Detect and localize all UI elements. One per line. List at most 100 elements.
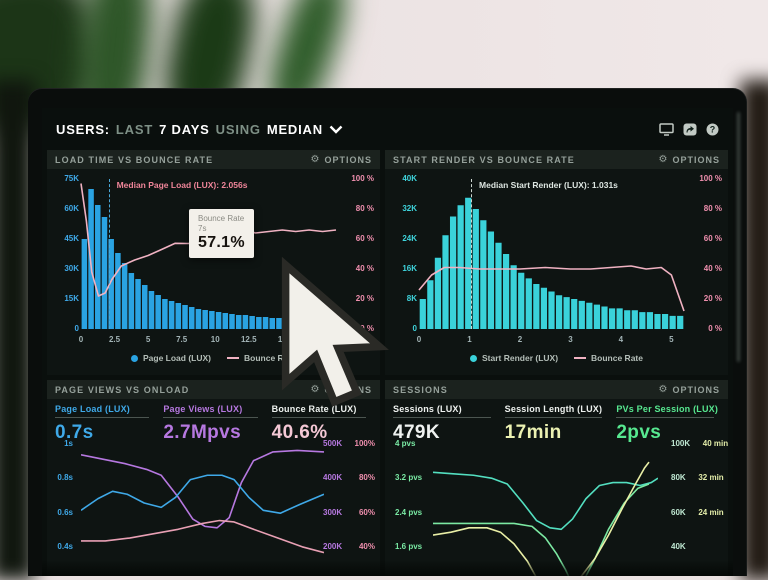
bar — [229, 314, 235, 329]
legend-marker — [131, 354, 138, 362]
bar — [586, 302, 593, 329]
share-icon[interactable] — [683, 123, 697, 136]
panel-grid: LOAD TIME VS BOUNCE RATE ⚙ OPTIONS 75K 60… — [47, 150, 728, 576]
bar — [242, 315, 249, 329]
bar — [256, 317, 262, 329]
legend-item[interactable]: Bounce Rate — [574, 353, 643, 363]
bar — [593, 304, 601, 329]
axis-tick: 40 min — [702, 439, 729, 448]
panel-sessions: SESSIONS ⚙ OPTIONS Sessions (LUX) 479K Ses… — [385, 380, 728, 576]
bar — [442, 235, 449, 329]
bar — [249, 315, 255, 329]
metric-label: Sessions (LUX) — [393, 404, 462, 414]
metric-label: Page Views (LUX) — [163, 404, 243, 414]
bar — [661, 314, 669, 329]
panel-page-views-vs-onload: PAGE VIEWS VS ONLOAD ⚙ OPTIONS Page Load… — [47, 380, 380, 576]
options-button[interactable]: ⚙ OPTIONS — [310, 153, 372, 165]
using-word: USING — [215, 121, 261, 137]
bar — [571, 299, 578, 329]
hover-tooltip: Bounce Rate 7s 57.1% — [189, 209, 254, 258]
y-axis-left: 1s 0.8s 0.6s 0.4s — [51, 439, 73, 551]
panel-title: PAGE VIEWS VS ONLOAD — [55, 384, 190, 395]
x-axis-tick: 10 — [210, 335, 220, 344]
start-render-histogram[interactable]: Median Start Render (LUX): 1.031s — [419, 179, 684, 329]
histogram-svg — [81, 179, 336, 329]
legend-marker — [469, 354, 477, 362]
gear-icon: ⚙ — [310, 383, 321, 395]
metric-value: 40.6% — [271, 422, 328, 443]
bar — [518, 272, 525, 329]
axis-tick: 200K — [323, 541, 343, 551]
x-axis-tick: 0 — [416, 335, 422, 344]
axis-tick: 24 min — [698, 507, 724, 517]
legend-item[interactable]: Start Render (LUX) — [469, 353, 559, 363]
bar — [449, 216, 457, 329]
axis-tick: 100 % — [699, 174, 722, 183]
legend-label: Start Render (LUX) — [481, 353, 559, 363]
bar — [135, 279, 141, 329]
chart-area: Page Load (LUX) 0.7s Page Views (LUX) 2.7Mp… — [47, 399, 380, 576]
bounce-rate-line — [419, 266, 684, 311]
x-axis-tick: 2.5 — [108, 335, 121, 344]
chart-area: 40K 32K 24K 16K 8K 0 100 % 80 % 60 % 40 % 20 % 0 %… — [385, 169, 728, 375]
gear-icon: ⚙ — [310, 153, 321, 165]
sessions-line-chart[interactable] — [433, 430, 658, 576]
x-axis-tick: 12.5 — [240, 335, 257, 344]
axis-tick: 100K — [671, 439, 691, 448]
line-chart-svg — [81, 430, 324, 576]
x-axis-tick: 3 — [568, 335, 573, 344]
axis-tick-row: 80K 32 min — [671, 473, 724, 483]
axis-tick: 32 min — [698, 473, 724, 483]
panel-title: SESSIONS — [393, 384, 448, 395]
axis-tick: 8K — [406, 294, 417, 303]
panel-header: START RENDER VS BOUNCE RATE ⚙ OPTIONS — [385, 150, 728, 169]
bar — [202, 309, 208, 329]
display-icon[interactable] — [659, 122, 674, 136]
chart-area: Sessions (LUX) 479K Session Length (LUX) 17… — [385, 399, 728, 576]
bar — [525, 278, 532, 329]
axis-tick: 30K — [64, 264, 79, 273]
bar — [555, 295, 563, 329]
metric-underline — [163, 417, 258, 418]
y-axis-right: 500K 100% 400K 80% 300K 60% 200K 40% — [323, 439, 375, 551]
legend-marker — [227, 357, 240, 359]
x-axis-tick: 1 — [467, 335, 472, 344]
legend-item[interactable]: Bounce Rate — [227, 353, 296, 363]
axis-tick: 40K — [671, 541, 686, 551]
options-button[interactable]: ⚙ OPTIONS — [659, 384, 720, 395]
help-icon[interactable]: ? — [706, 123, 719, 136]
metric-value: 2.7Mpvs — [163, 422, 242, 443]
options-button[interactable]: ⚙ OPTIONS — [659, 154, 720, 165]
laptop-screen-bezel: USERS: LAST 7 DAYS USING MEDIAN — [28, 88, 747, 576]
users-range-dropdown[interactable]: USERS: LAST 7 DAYS USING MEDIAN — [56, 122, 343, 137]
options-label: OPTIONS — [672, 154, 720, 165]
bar — [175, 303, 182, 329]
bar — [155, 294, 161, 329]
legend-item[interactable]: Page Load (LUX) — [131, 353, 211, 363]
page-views-line-chart[interactable] — [81, 430, 324, 576]
bar — [209, 311, 215, 329]
tooltip-x-value: 7s — [198, 224, 207, 233]
bar — [646, 312, 654, 329]
range-word: LAST — [115, 121, 154, 137]
chevron-down-icon — [329, 125, 343, 134]
metric-underline — [616, 417, 715, 418]
axis-tick: 300K — [323, 507, 343, 517]
x-axis-tick: 4 — [618, 335, 624, 344]
axis-tick-row: 500K 100% — [323, 439, 375, 448]
axis-tick: 16K — [402, 264, 417, 273]
axis-tick: 60K — [64, 204, 79, 213]
load-time-histogram[interactable]: Median Page Load (LUX): 2.056s Bounce Ra… — [81, 179, 389, 407]
bar — [115, 252, 121, 329]
axis-tick: 60K — [671, 507, 686, 517]
axis-tick: 20 % — [703, 294, 722, 303]
axis-tick: 80K — [671, 473, 686, 483]
bar — [540, 287, 548, 329]
metric-underline — [504, 417, 603, 418]
axis-tick: 0 — [74, 324, 79, 333]
panel-start-render-vs-bounce-rate: START RENDER VS BOUNCE RATE ⚙ OPTIONS 4 0… — [385, 150, 728, 375]
y-axis-right: 100 % 80 % 60 % 40 % 20 % 0 % — [338, 174, 374, 334]
metric: Session Length (LUX) 17min — [504, 404, 617, 444]
screen-bottom-shadow — [42, 560, 733, 576]
axis-tick: 100 % — [351, 174, 374, 183]
